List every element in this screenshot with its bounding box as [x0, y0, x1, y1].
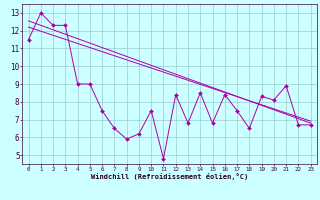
X-axis label: Windchill (Refroidissement éolien,°C): Windchill (Refroidissement éolien,°C) [91, 173, 248, 180]
